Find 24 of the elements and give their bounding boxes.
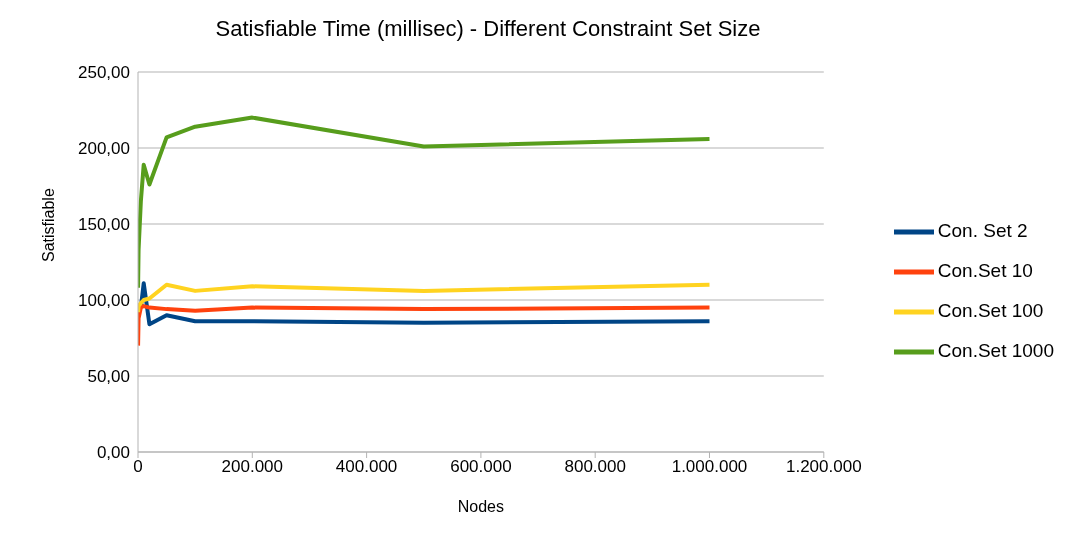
y-tick-label: 50,00 <box>87 367 130 387</box>
legend-label: Con. Set 2 <box>937 220 1028 242</box>
y-tick-label: 100,00 <box>78 291 130 311</box>
legend-label: Con.Set 1000 <box>937 340 1054 362</box>
x-axis-title: Nodes <box>457 498 505 515</box>
legend-label: Con.Set 10 <box>937 260 1033 282</box>
x-tick-label: 400.000 <box>335 457 398 477</box>
legend-label: Con.Set 100 <box>937 300 1044 322</box>
x-tick-label: 1.000.000 <box>671 457 748 477</box>
line-series <box>138 115 712 290</box>
line-series <box>138 281 712 327</box>
x-tick-label: 0 <box>133 457 143 477</box>
line-series <box>138 282 712 315</box>
y-tick-label: 150,00 <box>78 215 130 235</box>
x-tick-label: 200.000 <box>221 457 284 477</box>
x-tick-label: 1.200.000 <box>785 457 862 477</box>
chart-title: Satisfiable Time (millisec) - Different Constraint Set Size <box>214 15 762 42</box>
x-tick-label: 600.000 <box>450 457 512 477</box>
y-tick-label: 200,00 <box>78 139 130 159</box>
line-series <box>138 304 712 348</box>
x-tick-label: 800.000 <box>564 457 626 477</box>
y-tick-label: 0,00 <box>96 443 130 463</box>
y-tick-label: 250,00 <box>78 63 130 83</box>
y-axis-title: Satisfiable <box>39 188 57 262</box>
